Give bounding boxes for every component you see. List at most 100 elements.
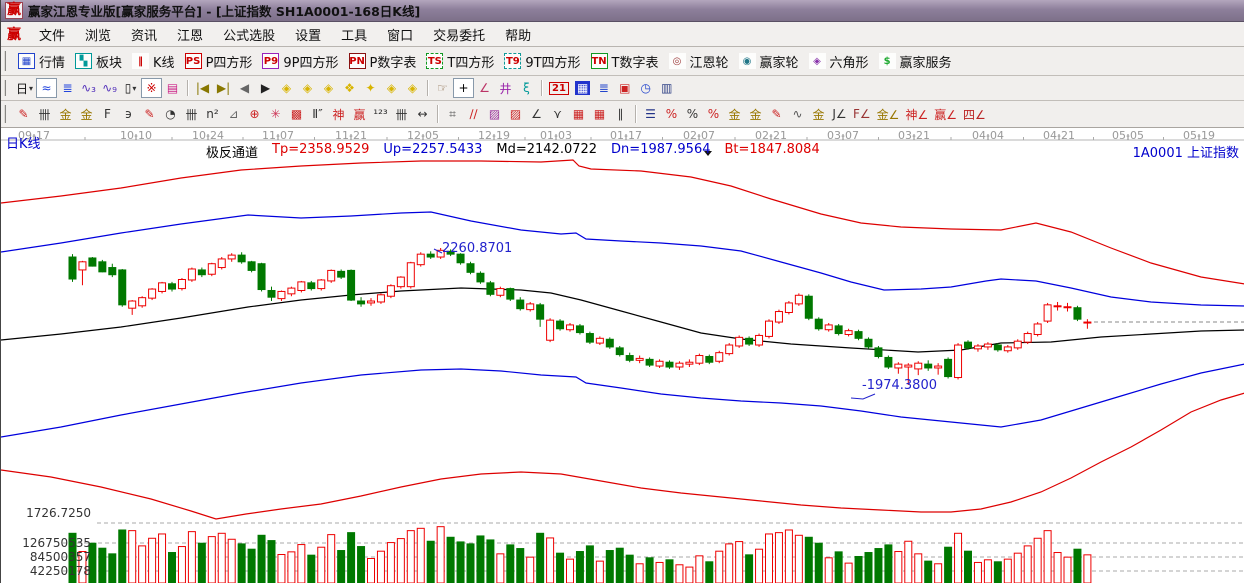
gann-grid-tool-button[interactable]: 井 <box>495 78 516 98</box>
f-angle-button[interactable]: F∠ <box>850 104 874 124</box>
p-number-table-button[interactable]: PN P数字表 <box>344 50 422 73</box>
ruler-123-button[interactable]: ¹²³ <box>370 104 391 124</box>
menu-item-5[interactable]: 设置 <box>295 28 322 44</box>
red-grid-1-button[interactable]: ▦ <box>568 104 589 124</box>
winner-wheel-button[interactable]: ◉ 赢家轮 <box>734 50 804 73</box>
star-grid-button[interactable]: ✳ <box>265 104 286 124</box>
wave-3-button[interactable]: ∿₃ <box>78 78 99 98</box>
chart-area[interactable]: 09-17 10-10 10-24 11-07 11-21 12-05 12-19 01-03… <box>1 128 1244 583</box>
menu-item-1[interactable]: 浏览 <box>85 28 112 44</box>
red-grid-2-button[interactable]: ▦ <box>589 104 610 124</box>
pen-ruler-button[interactable]: ✎ <box>139 104 160 124</box>
info-panel-button[interactable]: ≣ <box>57 78 78 98</box>
prev-bar-button[interactable]: ◀ <box>234 78 255 98</box>
shen-grid-button[interactable]: 神 <box>328 104 349 124</box>
winner-service-button[interactable]: $ 赢家服务 <box>874 50 957 73</box>
percent-line-button[interactable]: % <box>703 104 724 124</box>
fan-lines-button[interactable]: ∕∕ <box>463 104 484 124</box>
menu-item-3[interactable]: 江恩 <box>177 28 204 44</box>
calendar-button[interactable]: 21 <box>546 78 572 98</box>
save-button[interactable]: ▣ <box>614 78 635 98</box>
notes-button[interactable]: ≣ <box>593 78 614 98</box>
brush-button[interactable]: ✎ <box>766 104 787 124</box>
menu-item-0[interactable]: 文件 <box>39 28 66 44</box>
period-day-dropdown[interactable]: 日 ▾ <box>13 78 36 98</box>
first-bar-button[interactable]: |◀ <box>192 78 213 98</box>
compress-button[interactable]: ❖ <box>339 78 360 98</box>
stats-bars-button[interactable]: ☰ <box>640 104 661 124</box>
gold-angle-button[interactable]: 金∠ <box>874 104 903 124</box>
draw-pen-button[interactable]: ✎ <box>13 104 34 124</box>
j-angle-button[interactable]: J∠ <box>829 104 850 124</box>
hand-tool-button[interactable]: ☞ <box>432 78 453 98</box>
ying-angle-button[interactable]: 赢∠ <box>931 104 960 124</box>
percent-strike-button[interactable]: % <box>661 104 682 124</box>
calculator-button[interactable]: ▦ <box>572 78 593 98</box>
angle-lines-button[interactable]: ∠ <box>526 104 547 124</box>
h-zoom-out-button[interactable]: ◈ <box>318 78 339 98</box>
gann-gold-grid-1-button[interactable]: 金 <box>55 104 76 124</box>
gold-circle-button[interactable]: 金 <box>724 104 745 124</box>
workstation-button[interactable]: ▥ <box>656 78 677 98</box>
freehand-tool-button[interactable]: ξ <box>516 78 537 98</box>
spiral-grid-button[interactable]: ϶ <box>118 104 139 124</box>
pattern-overlay-button[interactable]: ※ <box>141 78 163 98</box>
time-cycle-button[interactable]: ◔ <box>160 104 181 124</box>
candlestick-chart-canvas[interactable] <box>1 128 1244 583</box>
pan-left-button[interactable]: ◈ <box>276 78 297 98</box>
9p-square-button[interactable]: P9 9P四方形 <box>257 50 343 73</box>
fan-box-button[interactable]: ▨ <box>484 104 505 124</box>
gold-underline-button[interactable]: 金 <box>808 104 829 124</box>
next-bar-button[interactable]: ▶ <box>255 78 276 98</box>
menu-item-4[interactable]: 公式选股 <box>223 28 276 44</box>
zoom-out-icon: ◈ <box>407 81 418 95</box>
box-grid-button[interactable]: ▩ <box>286 104 307 124</box>
pan-right-button[interactable]: ◈ <box>297 78 318 98</box>
parallel-lines-button[interactable]: ∥ <box>610 104 631 124</box>
t-square-button[interactable]: TS T四方形 <box>421 50 499 73</box>
p-square-button[interactable]: PS P四方形 <box>180 50 258 73</box>
angle-tool-button[interactable]: ∠ <box>474 78 495 98</box>
gann-gold-grid-2-button[interactable]: 金 <box>76 104 97 124</box>
quotes-button[interactable]: ▦ 行情 <box>13 50 70 73</box>
n-squared-button[interactable]: n² <box>202 104 223 124</box>
v-lines-button[interactable]: ⋎ <box>547 104 568 124</box>
gold-line-button[interactable]: 金 <box>745 104 766 124</box>
time-ruler-button[interactable]: 卌 <box>34 104 55 124</box>
price-ruler-button[interactable]: 卌 <box>181 104 202 124</box>
double-bar-button[interactable]: Ⅱ″ <box>307 104 328 124</box>
expand-button[interactable]: ✦ <box>360 78 381 98</box>
menu-item-7[interactable]: 窗口 <box>387 28 414 44</box>
volume-profile-button[interactable]: ▤ <box>162 78 183 98</box>
percent-button[interactable]: % <box>682 104 703 124</box>
t-number-table-button[interactable]: TN T数字表 <box>586 50 664 73</box>
9t-square-button[interactable]: T9 9T四方形 <box>499 50 585 73</box>
box-range-button[interactable]: ⌗ <box>442 104 463 124</box>
sectors-button[interactable]: ▚ 板块 <box>70 50 127 73</box>
shen-angle-button[interactable]: 神∠ <box>902 104 931 124</box>
small-ruler-button[interactable]: 卌 <box>391 104 412 124</box>
circle-cross-button[interactable]: ⊕ <box>244 104 265 124</box>
mirror-angle-button[interactable]: ⊿ <box>223 104 244 124</box>
trend-line-mode-button[interactable]: ≈ <box>36 78 58 98</box>
zoom-in-button[interactable]: ◈ <box>381 78 402 98</box>
gann-wheel-button[interactable]: ◎ 江恩轮 <box>664 50 734 73</box>
last-bar-button[interactable]: ▶| <box>213 78 234 98</box>
si-angle-button[interactable]: 四∠ <box>960 104 989 124</box>
kline-button[interactable]: ‖ K线 <box>127 50 180 73</box>
fan-box-filled-button[interactable]: ▨ <box>505 104 526 124</box>
menu-item-8[interactable]: 交易委托 <box>433 28 486 44</box>
menu-item-6[interactable]: 工具 <box>341 28 368 44</box>
menu-item-2[interactable]: 资讯 <box>131 28 158 44</box>
hexagon-button[interactable]: ◈ 六角形 <box>804 50 874 73</box>
wave-9-button[interactable]: ∿₉ <box>99 78 120 98</box>
fibonacci-grid-button[interactable]: F <box>97 104 118 124</box>
menu-item-9[interactable]: 帮助 <box>505 28 532 44</box>
candle-style-dropdown[interactable]: ▯ ▾ <box>120 78 141 98</box>
wave-fit-button[interactable]: ∿ <box>787 104 808 124</box>
save-history-button[interactable]: ◷ <box>635 78 656 98</box>
h-measure-button[interactable]: ↔ <box>412 104 433 124</box>
crosshair-tool-button[interactable]: + <box>453 78 475 98</box>
ying-grid-button[interactable]: 赢 <box>349 104 370 124</box>
zoom-out-button[interactable]: ◈ <box>402 78 423 98</box>
